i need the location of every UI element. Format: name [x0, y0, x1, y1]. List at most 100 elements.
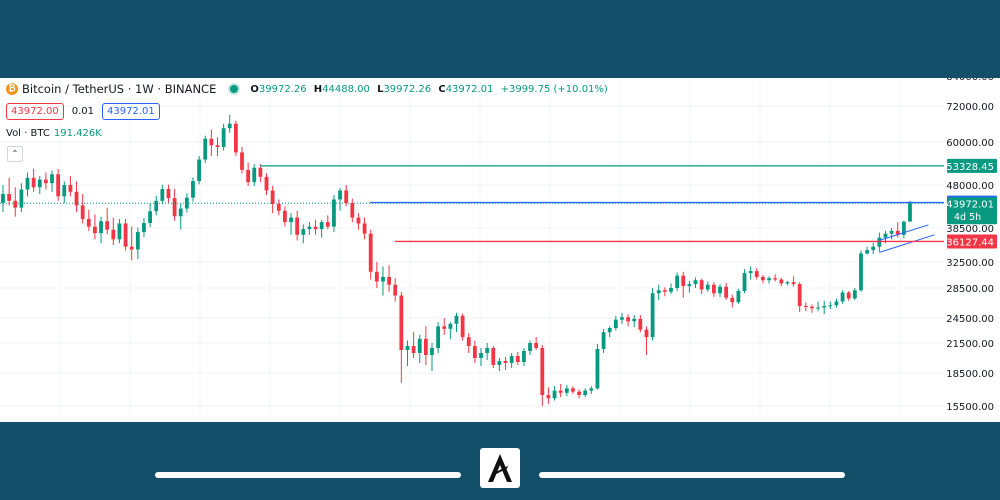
price-axis[interactable]: 15500.00 18500.00 21500.00 24500.00 28500.00… — [946, 78, 997, 413]
horizontal-levels[interactable] — [0, 165, 944, 243]
candle-body — [466, 337, 471, 346]
volume-label: Vol · BTC — [6, 128, 50, 139]
candle-body — [871, 246, 876, 251]
candle-body — [381, 276, 385, 282]
candle-body — [178, 208, 183, 217]
candle-body — [221, 128, 226, 148]
candle-body — [295, 217, 300, 235]
high-value: 44488.00 — [322, 83, 370, 95]
candle-body — [258, 167, 263, 177]
candle-body — [546, 395, 551, 399]
candle-body — [160, 189, 165, 201]
sell-price-button[interactable]: 43972.00 — [6, 103, 64, 120]
candle-body — [319, 222, 324, 230]
candle-body — [252, 167, 257, 183]
candle-body — [571, 388, 575, 392]
candle-body — [393, 284, 398, 296]
volume-value: 191.426K — [53, 128, 102, 139]
candle-body — [270, 190, 275, 205]
candle-body — [846, 292, 851, 299]
candle-body — [344, 190, 349, 204]
candle-body — [803, 306, 808, 307]
candle-body — [650, 293, 655, 338]
candle-body — [785, 282, 790, 284]
candle-body — [754, 271, 759, 277]
buy-price-button[interactable]: 43972.01 — [101, 103, 160, 120]
current-price-label: 43972.01 — [946, 200, 994, 211]
candle-body — [240, 152, 244, 170]
ohlc-values: O39972.26 H44488.00 L39972.26 C43972.01 … — [250, 83, 608, 95]
candle-body — [767, 278, 771, 281]
candle-body — [681, 275, 686, 287]
candle-body — [460, 315, 465, 338]
candle-body — [540, 348, 545, 395]
price-tick-label: 15500.00 — [946, 402, 994, 413]
candle-body — [405, 346, 410, 350]
candle-body — [472, 346, 477, 358]
candle-body — [718, 286, 722, 294]
grid-lines — [0, 78, 944, 422]
candle-body — [822, 306, 827, 308]
candle-body — [601, 332, 606, 349]
candle-body — [411, 346, 416, 353]
candle-body — [877, 237, 882, 247]
candle-body — [215, 145, 220, 148]
candle-body — [773, 278, 778, 280]
candle-body — [711, 284, 716, 294]
candle-body — [276, 204, 281, 211]
candle-body — [289, 217, 293, 223]
candlestick-chart[interactable]: 15500.00 18500.00 21500.00 24500.00 28500.00… — [0, 78, 1000, 422]
price-tick-label: 72000.00 — [946, 102, 994, 113]
symbol-header[interactable]: ₿ Bitcoin / TetherUS · 1W · BINANCE O399… — [6, 82, 612, 96]
price-tick-label: 28500.00 — [946, 284, 994, 295]
candle-body — [730, 297, 735, 303]
candle-body — [417, 338, 422, 353]
level-price-tag: 36127.44 — [946, 234, 997, 249]
candle-body — [148, 211, 152, 224]
candle-body — [503, 361, 508, 363]
candle-body — [852, 290, 857, 299]
candle-body — [761, 276, 765, 281]
candle-body — [74, 191, 79, 206]
candle-body — [111, 229, 116, 240]
candle-body — [338, 190, 342, 200]
candle-body — [509, 356, 514, 363]
candle-body — [43, 179, 48, 184]
candle-body — [25, 177, 30, 190]
candle-body — [497, 361, 502, 365]
candle-body — [644, 329, 649, 338]
collapse-legend-button[interactable]: ⌃ — [7, 146, 23, 162]
candle-body — [895, 230, 900, 235]
trend-line-lower — [879, 234, 935, 253]
bitcoin-coin-icon: ₿ — [6, 83, 18, 95]
candle-body — [56, 174, 61, 197]
candle-body — [135, 231, 140, 250]
candle-body — [632, 318, 637, 322]
volume-legend[interactable]: Vol · BTC 191.426K — [6, 128, 102, 139]
level-tag-label: 36127.44 — [946, 237, 994, 248]
candle-body — [374, 271, 379, 282]
candle-body — [313, 226, 318, 230]
candle-body — [889, 230, 894, 234]
candle-body — [142, 223, 146, 232]
candle-body — [595, 349, 600, 389]
price-tick-label: 84000.00 — [946, 78, 994, 83]
candle-body — [534, 343, 539, 348]
symbol-title[interactable]: Bitcoin / TetherUS · 1W · BINANCE — [22, 82, 217, 96]
candle-body — [283, 210, 287, 223]
candle-body — [117, 223, 122, 240]
candle-body — [840, 292, 845, 302]
candle-body — [19, 189, 24, 208]
candle-body — [123, 223, 128, 247]
candle-body — [613, 319, 618, 328]
candle-body — [834, 301, 839, 306]
candle-body — [31, 177, 36, 188]
chart-panel[interactable]: 15500.00 18500.00 21500.00 24500.00 28500.00… — [0, 78, 1000, 422]
candle-body — [442, 326, 447, 329]
price-tick-label: 60000.00 — [946, 138, 994, 149]
candle-body — [430, 348, 434, 355]
candle-body — [564, 388, 569, 393]
candle-body — [227, 123, 232, 129]
candle-body — [13, 200, 18, 208]
candle-body — [246, 169, 251, 183]
